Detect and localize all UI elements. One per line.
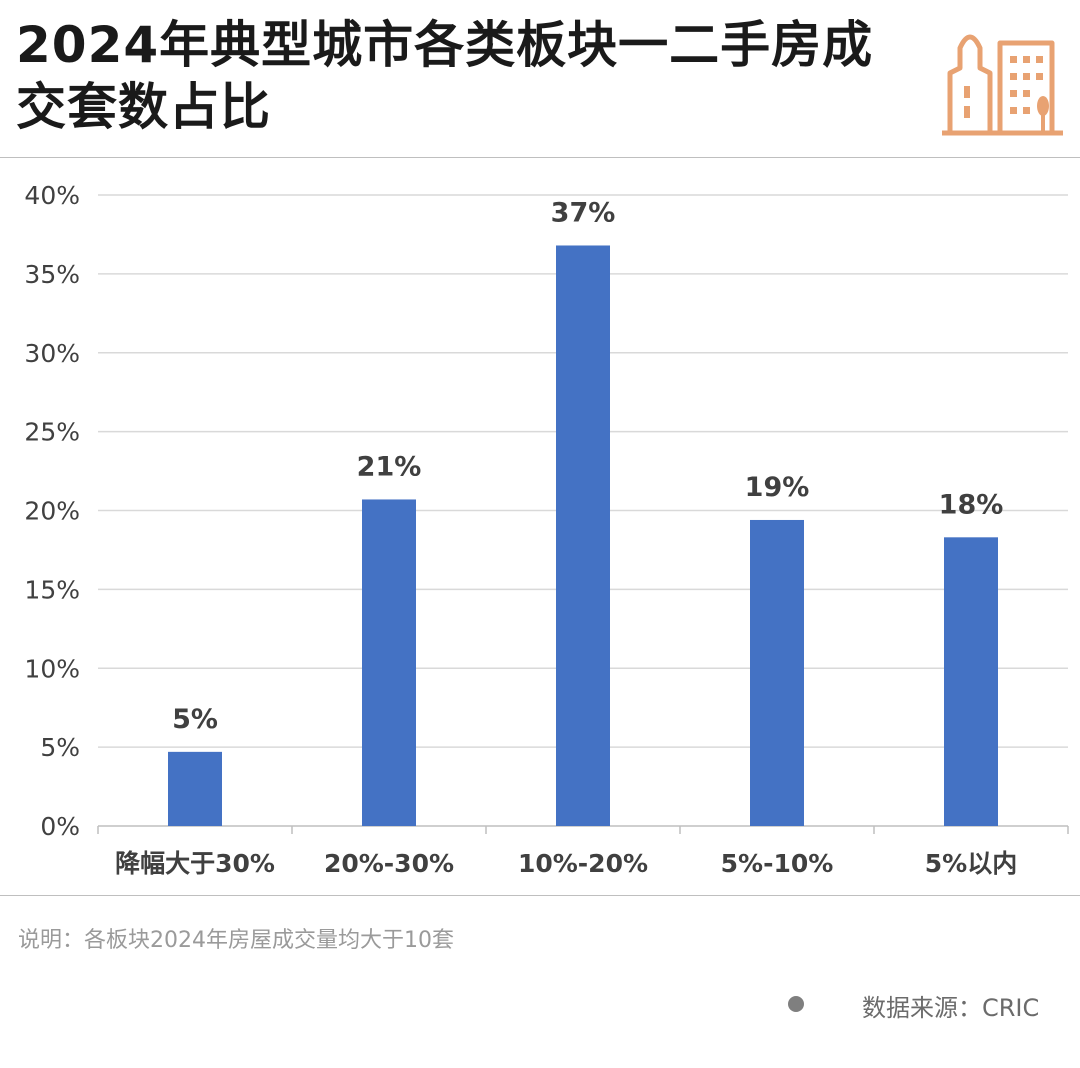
y-tick-label: 10% [24,654,80,683]
x-tick-label: 5%以内 [925,849,1017,878]
y-tick-label: 30% [24,339,80,368]
x-tick-label: 20%-30% [324,849,454,878]
y-tick-label: 35% [24,260,80,289]
y-tick-label: 0% [40,812,80,841]
data-label: 19% [745,472,810,503]
bar [556,245,610,827]
bar [168,751,222,826]
y-tick-label: 20% [24,497,80,526]
bar-chart: 0% 5% 10% 15% 20% 25% 30% 35% 40% 5% 降幅大于30% 21% 20%… [24,181,1069,878]
title-divider [0,157,1080,158]
y-tick-label: 40% [24,181,80,210]
data-label: 37% [551,197,616,228]
chart-bottom-divider [0,895,1080,896]
x-tick-label: 10%-20% [518,849,648,878]
city-buildings-icon [942,34,1063,136]
chart-note: 说明：各板块2024年房屋成交量均大于10套 [18,928,454,953]
data-label: 21% [357,451,422,482]
data-source: 数据来源：CRIC [862,994,1040,1022]
bar [750,519,804,826]
data-label: 5% [172,704,218,735]
bar [362,499,416,826]
data-label: 18% [939,489,1004,520]
x-tick-label: 降幅大于30% [115,849,275,878]
x-tick-label: 5%-10% [721,849,834,878]
chart-title: 2024年典型城市各类板块一二手房成交套数占比 [16,16,874,136]
y-tick-label: 15% [24,575,80,604]
source-bullet-icon [788,996,804,1012]
y-tick-label: 25% [24,418,80,447]
y-tick-label: 5% [40,733,80,762]
bar [944,537,998,826]
